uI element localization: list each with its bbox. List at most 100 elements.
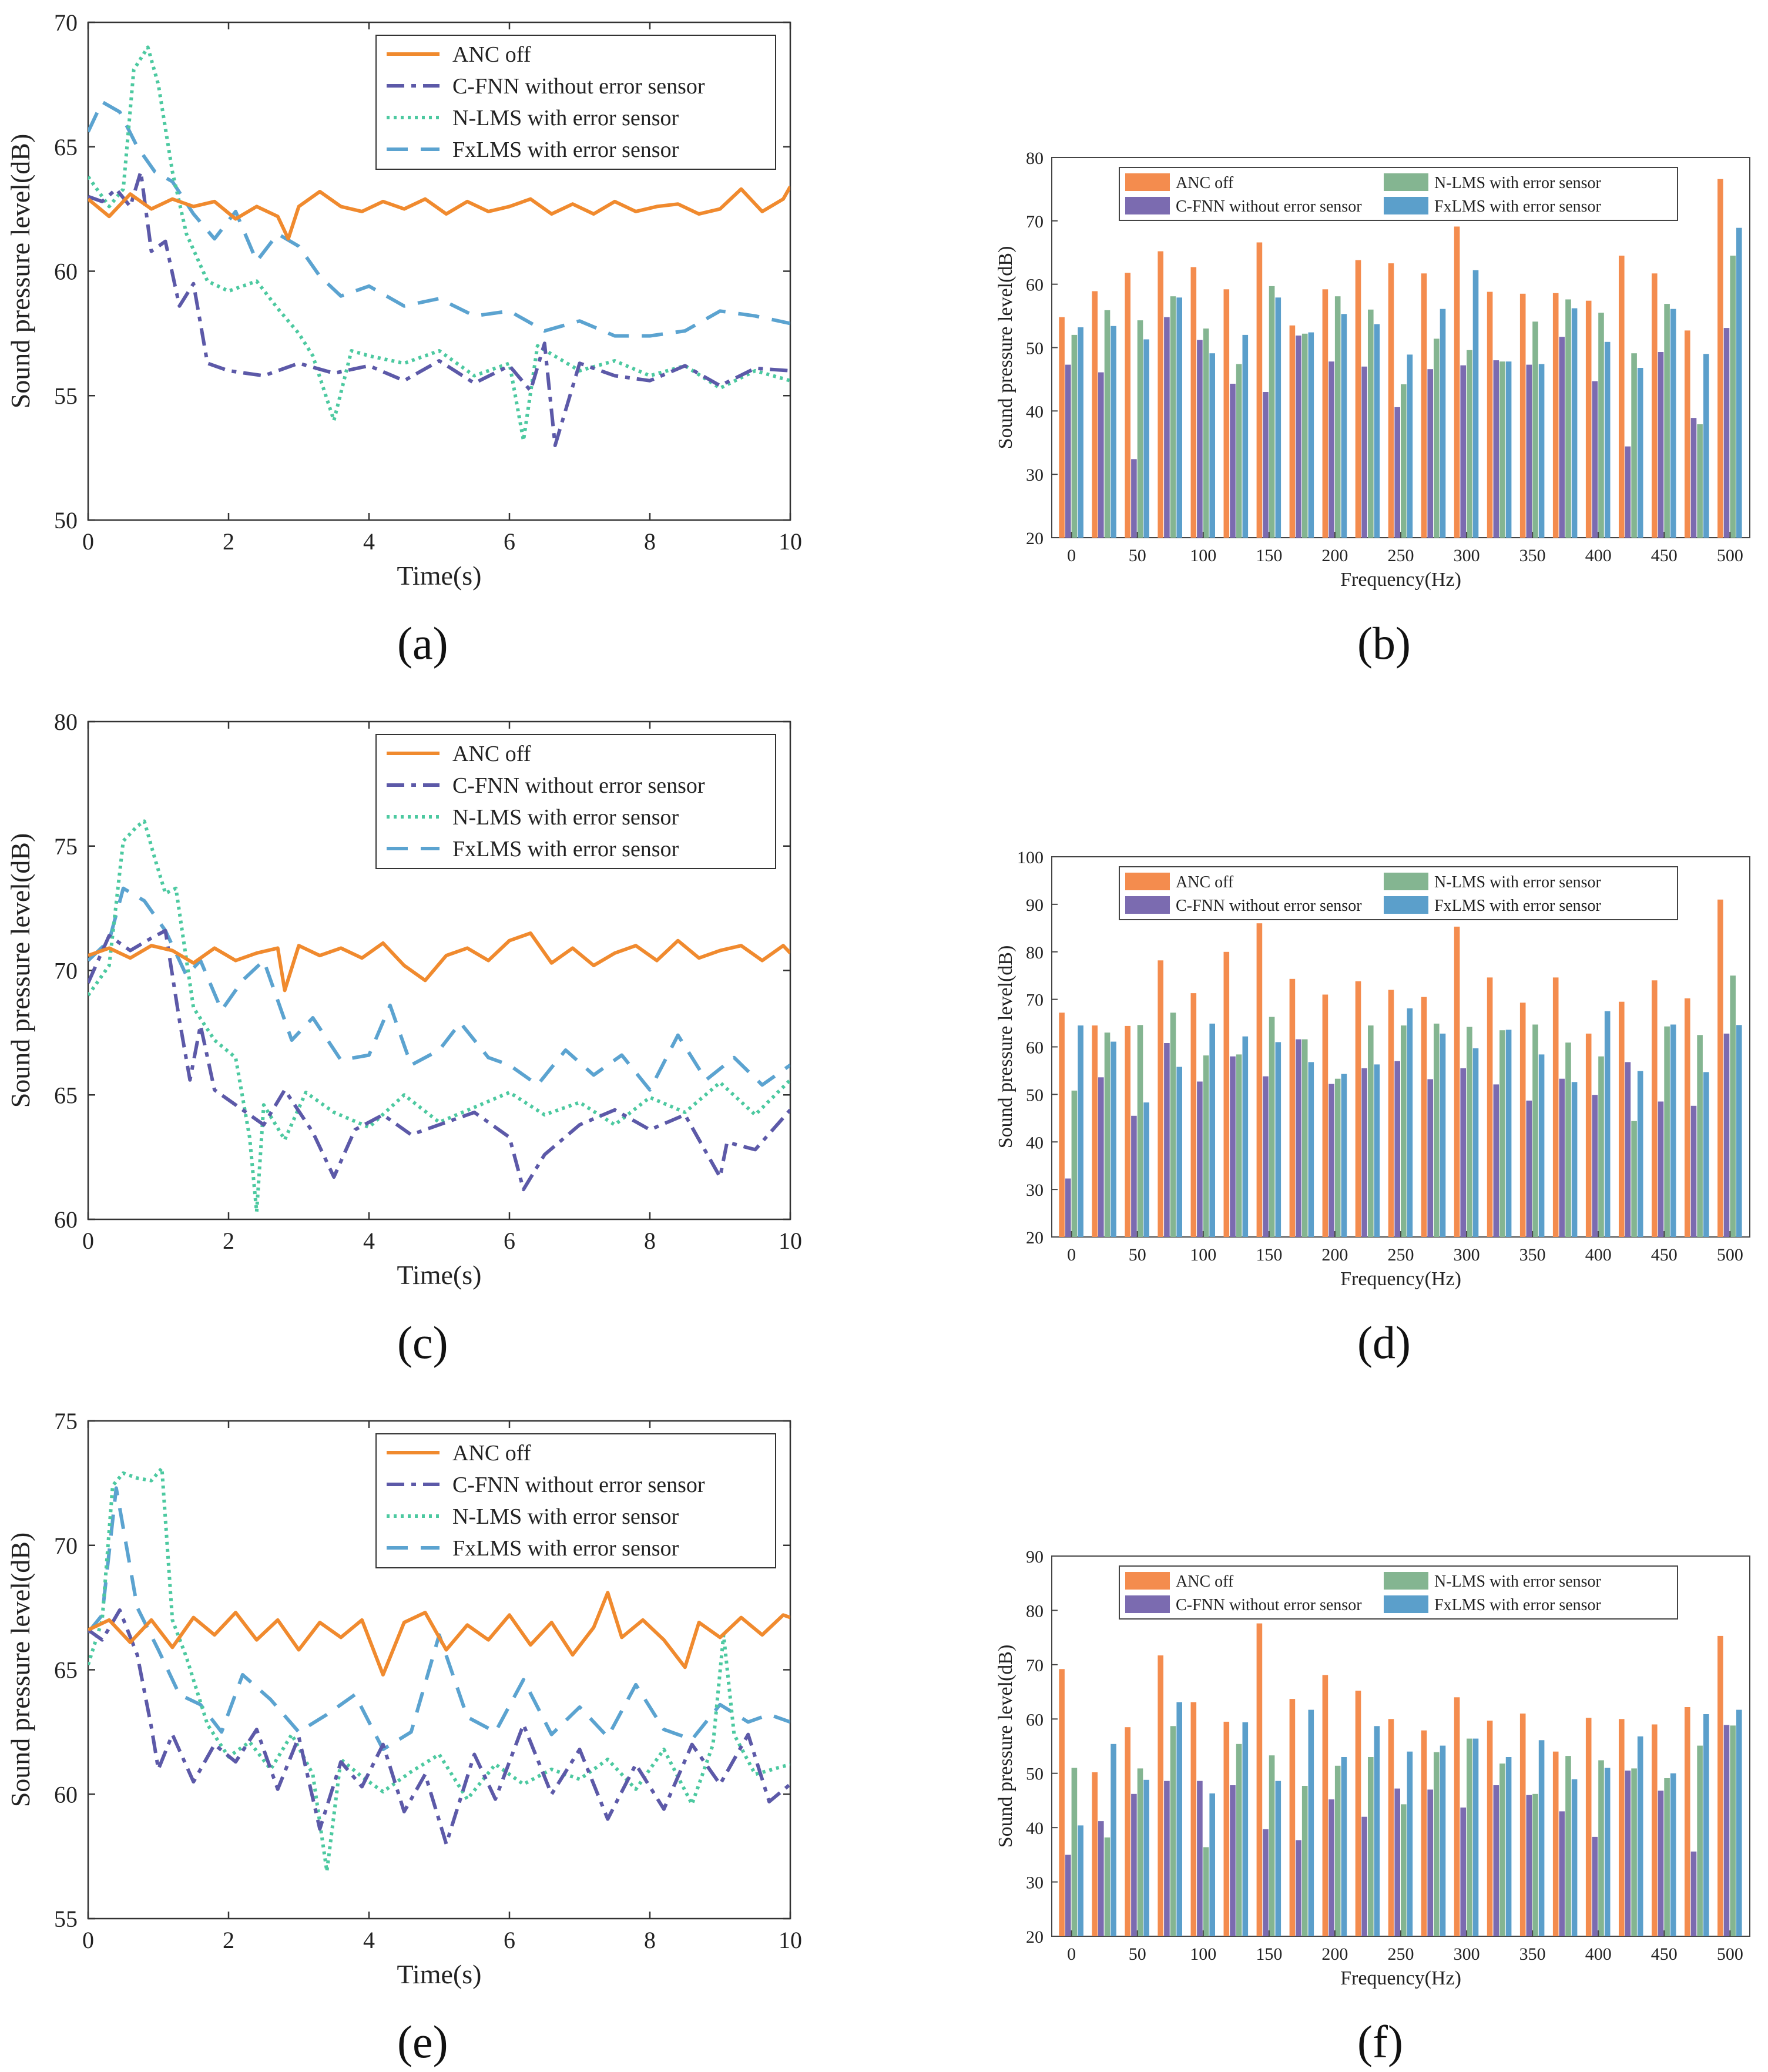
bar-f-10-2 <box>1401 1804 1407 1936</box>
bar-b-16-1 <box>1592 381 1598 538</box>
bar-d-12-1 <box>1460 1068 1466 1237</box>
x-tick-label-b: 300 <box>1454 546 1480 565</box>
bar-b-19-2 <box>1697 424 1703 538</box>
legend-label-e-0: ANC off <box>452 1441 531 1466</box>
legend-swatch-d-0 <box>1125 873 1170 890</box>
bar-f-6-3 <box>1275 1781 1281 1936</box>
y-tick-label-d: 90 <box>1026 896 1044 915</box>
legend-swatch-b-3 <box>1384 197 1428 214</box>
bar-b-4-1 <box>1197 340 1203 538</box>
bar-f-9-1 <box>1361 1816 1367 1936</box>
x-tick-label-c: 4 <box>363 1228 375 1254</box>
bar-f-3-1 <box>1164 1781 1170 1936</box>
series-line-a-3 <box>88 100 790 338</box>
bar-d-11-0 <box>1421 997 1427 1237</box>
bar-d-11-1 <box>1427 1079 1433 1237</box>
legend-label-b-1: C-FNN without error sensor <box>1176 197 1362 216</box>
bar-f-11-0 <box>1421 1730 1427 1936</box>
bar-b-0-3 <box>1078 327 1083 538</box>
legend-label-d-1: C-FNN without error sensor <box>1176 897 1362 915</box>
legend-label-c-0: ANC off <box>452 742 531 766</box>
bar-d-7-0 <box>1289 978 1296 1237</box>
bar-f-7-1 <box>1296 1840 1301 1936</box>
x-axis-label-d: Frequency(Hz) <box>1340 1268 1461 1290</box>
x-tick-label-b: 100 <box>1190 546 1216 565</box>
bar-f-14-0 <box>1519 1714 1526 1936</box>
bar-b-9-3 <box>1374 324 1380 538</box>
x-tick-label-d: 100 <box>1190 1245 1216 1265</box>
bar-b-2-3 <box>1143 339 1149 538</box>
x-tick-label-c: 8 <box>644 1228 656 1254</box>
legend-swatch-d-3 <box>1384 896 1428 914</box>
x-tick-label-f: 300 <box>1454 1944 1480 1964</box>
x-tick-label-f: 200 <box>1321 1944 1348 1964</box>
legend-label-f-2: N-LMS with error sensor <box>1434 1573 1602 1591</box>
bar-f-11-3 <box>1440 1745 1446 1936</box>
bar-b-3-0 <box>1158 251 1163 538</box>
bar-f-7-3 <box>1308 1709 1314 1936</box>
bar-d-7-1 <box>1296 1039 1301 1237</box>
bar-f-7-2 <box>1301 1786 1308 1936</box>
legend-swatch-d-2 <box>1384 873 1428 890</box>
x-tick-label-b: 350 <box>1519 546 1546 565</box>
bar-b-4-0 <box>1190 267 1197 538</box>
bar-b-7-2 <box>1301 333 1308 538</box>
bar-d-0-1 <box>1065 1178 1071 1237</box>
bar-b-18-2 <box>1664 304 1670 538</box>
bar-f-15-1 <box>1559 1811 1565 1936</box>
bar-f-6-2 <box>1269 1755 1275 1936</box>
bar-d-3-1 <box>1164 1043 1170 1237</box>
legend-swatch-b-0 <box>1125 173 1170 191</box>
legend-label-b-2: N-LMS with error sensor <box>1434 174 1602 192</box>
bar-f-18-1 <box>1658 1791 1664 1936</box>
bar-d-18-1 <box>1658 1101 1664 1237</box>
bar-b-5-2 <box>1236 364 1242 538</box>
bar-d-19-1 <box>1690 1105 1697 1237</box>
y-tick-label-d: 70 <box>1026 991 1044 1010</box>
bar-f-8-2 <box>1334 1765 1341 1936</box>
x-axis-label-a: Time(s) <box>397 561 482 591</box>
bar-f-18-2 <box>1664 1778 1670 1936</box>
y-tick-label-c: 65 <box>54 1082 78 1108</box>
y-tick-label-b: 20 <box>1026 529 1044 548</box>
bar-d-2-0 <box>1125 1025 1130 1237</box>
bar-b-0-2 <box>1071 334 1078 538</box>
panel-label-b: (b) <box>1357 618 1411 669</box>
bar-d-5-0 <box>1223 951 1230 1238</box>
y-tick-label-b: 60 <box>1026 276 1044 295</box>
bar-b-13-0 <box>1487 291 1493 538</box>
bar-f-1-2 <box>1104 1837 1111 1936</box>
bar-d-7-3 <box>1308 1062 1314 1237</box>
y-tick-label-c: 60 <box>54 1206 78 1233</box>
legend-swatch-f-2 <box>1384 1572 1428 1590</box>
bar-f-3-2 <box>1170 1726 1176 1936</box>
y-tick-label-c: 75 <box>54 833 78 860</box>
x-tick-label-d: 0 <box>1067 1245 1076 1265</box>
bar-b-17-3 <box>1637 368 1643 538</box>
y-axis-label-c: Sound pressure level(dB) <box>5 833 35 1108</box>
bar-b-1-2 <box>1104 310 1111 538</box>
legend-label-a-1: C-FNN without error sensor <box>452 74 705 99</box>
bar-f-14-1 <box>1526 1795 1532 1936</box>
y-tick-label-f: 50 <box>1026 1765 1044 1784</box>
bar-f-9-0 <box>1355 1691 1361 1936</box>
x-tick-label-d: 50 <box>1129 1245 1146 1265</box>
bar-d-20-0 <box>1717 899 1723 1237</box>
bar-f-2-1 <box>1131 1793 1137 1936</box>
x-tick-label-e: 4 <box>363 1927 375 1953</box>
y-tick-label-f: 60 <box>1026 1710 1044 1729</box>
y-tick-label-d: 60 <box>1026 1038 1044 1058</box>
series-line-c-0 <box>88 931 790 993</box>
bar-b-4-3 <box>1209 353 1215 538</box>
y-tick-label-b: 30 <box>1026 465 1044 485</box>
bar-d-1-3 <box>1111 1041 1116 1237</box>
bar-b-18-1 <box>1658 352 1664 538</box>
bar-f-20-3 <box>1736 1709 1742 1936</box>
x-tick-label-f: 500 <box>1717 1944 1743 1964</box>
bar-f-5-0 <box>1223 1721 1230 1936</box>
bar-b-4-2 <box>1203 328 1209 538</box>
bar-b-6-2 <box>1269 286 1275 538</box>
bar-b-13-3 <box>1505 361 1512 538</box>
legend-box-e <box>375 1433 776 1568</box>
